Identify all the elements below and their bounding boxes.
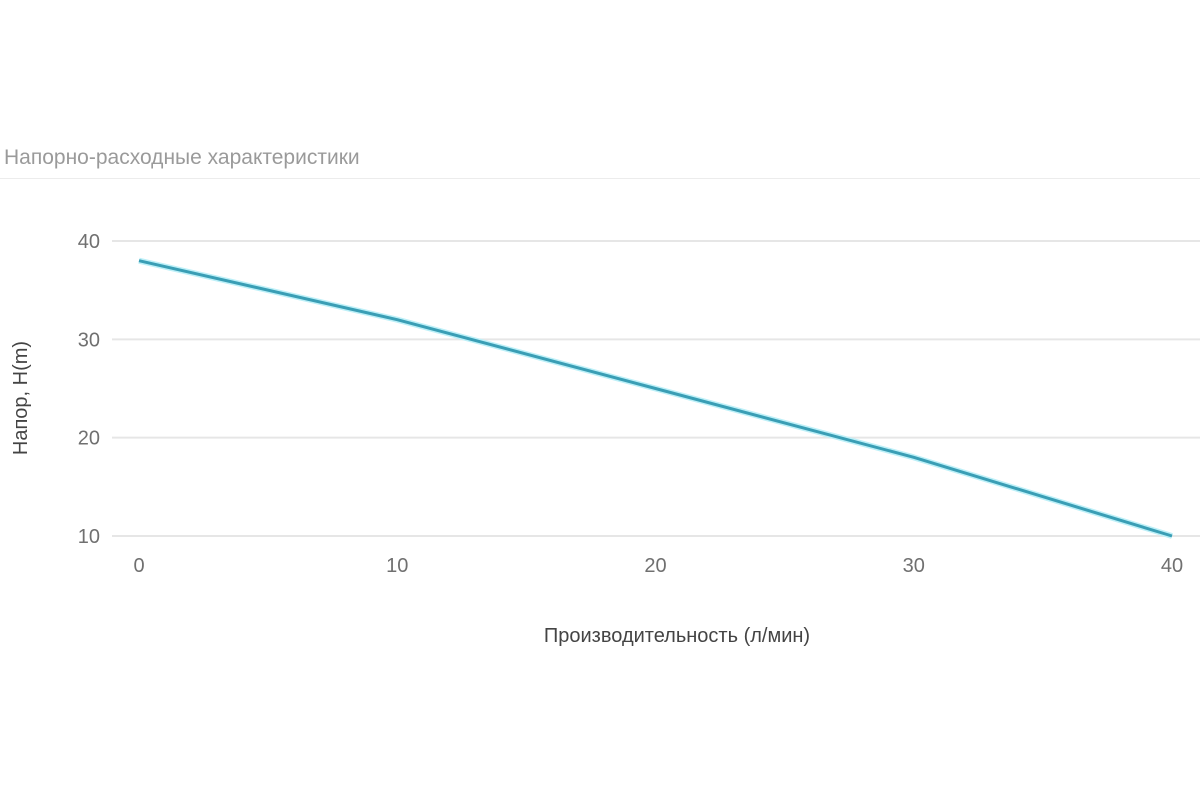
gridlines bbox=[112, 240, 1200, 537]
series-lines bbox=[138, 257, 1173, 539]
x-axis-label: Производительность (л/мин) bbox=[544, 625, 810, 647]
series-line-glow bbox=[138, 257, 1173, 539]
x-tick-label: 40 bbox=[1161, 555, 1183, 577]
y-tick-label: 40 bbox=[78, 231, 100, 253]
x-tick-label: 10 bbox=[386, 555, 408, 577]
x-tick-label: 30 bbox=[903, 555, 925, 577]
title-divider bbox=[0, 178, 1200, 179]
chart-title: Напорно-расходные характеристики bbox=[4, 146, 360, 169]
x-tick-label: 0 bbox=[133, 555, 144, 577]
y-tick-label: 30 bbox=[78, 329, 100, 351]
x-tick-label: 20 bbox=[644, 555, 666, 577]
y-tick-label: 10 bbox=[78, 526, 100, 548]
y-tick-labels: 10 20 30 40 bbox=[78, 231, 100, 548]
y-axis-label: Напор, H(m) bbox=[10, 341, 32, 455]
x-tick-labels: 0 10 20 30 40 bbox=[133, 555, 1183, 577]
y-tick-label: 20 bbox=[78, 428, 100, 450]
series-line bbox=[138, 259, 1173, 538]
